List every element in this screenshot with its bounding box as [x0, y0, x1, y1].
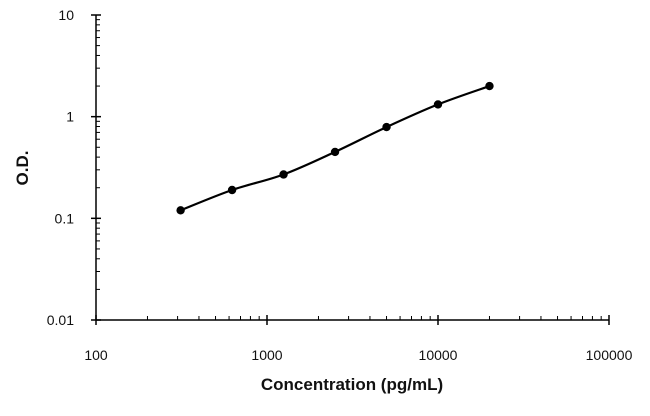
x-tick-label: 10000 [419, 347, 458, 363]
x-tick-label: 100 [84, 347, 108, 363]
y-tick-label: 10 [58, 7, 74, 23]
y-axis-ticks: 0.01 0.1 1 10 [47, 7, 101, 328]
data-point [485, 81, 494, 91]
plot-area: 0.01 0.1 1 10 100 1000 10000 100000 [47, 7, 633, 363]
y-tick-label: 0.01 [47, 312, 74, 328]
data-point [382, 122, 391, 132]
y-tick-label: 1 [66, 109, 74, 125]
series-layer [176, 81, 494, 215]
x-tick-label: 100000 [586, 347, 633, 363]
data-point [330, 147, 340, 157]
y-axis-title: O.D. [13, 151, 32, 186]
x-axis-title: Concentration (pg/mL) [261, 375, 443, 394]
x-axis-ticks: 100 1000 10000 100000 [84, 315, 633, 363]
y-tick-label: 0.1 [55, 210, 75, 226]
data-point [176, 206, 185, 215]
data-point [279, 170, 288, 179]
x-tick-label: 1000 [251, 347, 282, 363]
data-point [227, 185, 237, 195]
data-point [433, 100, 443, 109]
